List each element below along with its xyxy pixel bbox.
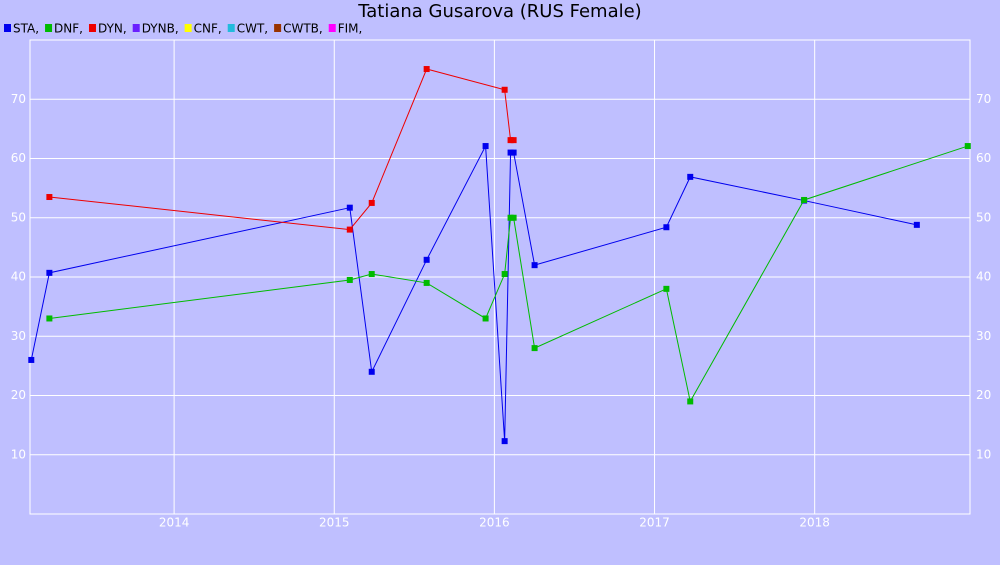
point <box>423 256 430 263</box>
legend-swatch <box>328 24 336 32</box>
point <box>28 356 35 363</box>
point <box>482 143 489 150</box>
point <box>501 271 508 278</box>
y2-tick-label: 10 <box>976 447 991 461</box>
point <box>507 214 514 221</box>
point <box>423 66 430 73</box>
point <box>507 137 514 144</box>
legend-swatch <box>184 24 192 32</box>
y-tick-label: 60 <box>11 151 26 165</box>
point <box>531 262 538 269</box>
legend-swatch <box>132 24 140 32</box>
legend-label: FIM, <box>338 22 363 36</box>
legend-label: DYNB, <box>142 22 179 36</box>
y-tick-label: 30 <box>11 329 26 343</box>
point <box>531 345 538 352</box>
y2-tick-label: 50 <box>976 210 991 224</box>
y2-tick-label: 30 <box>976 329 991 343</box>
point <box>964 143 971 150</box>
legend-swatch <box>227 24 235 32</box>
point <box>687 173 694 180</box>
point <box>368 368 375 375</box>
x-tick-label: 2018 <box>799 516 830 530</box>
point <box>663 224 670 231</box>
point <box>346 204 353 211</box>
y2-tick-label: 60 <box>976 151 991 165</box>
point <box>46 315 53 322</box>
point <box>687 398 694 405</box>
y-tick-label: 20 <box>11 388 26 402</box>
x-tick-label: 2014 <box>159 516 190 530</box>
legend-label: DNF, <box>54 22 83 36</box>
legend-label: DYN, <box>98 22 127 36</box>
point <box>501 86 508 93</box>
point <box>801 196 808 203</box>
y-tick-label: 10 <box>11 447 26 461</box>
point <box>510 214 517 221</box>
x-tick-label: 2015 <box>319 516 350 530</box>
y-tick-label: 50 <box>11 210 26 224</box>
y2-tick-label: 20 <box>976 388 991 402</box>
point <box>510 137 517 144</box>
legend-swatch <box>4 24 11 32</box>
x-tick-label: 2017 <box>639 516 670 530</box>
y2-tick-label: 70 <box>976 92 991 106</box>
point <box>663 285 670 292</box>
y-tick-label: 70 <box>11 92 26 106</box>
point <box>46 269 53 276</box>
point <box>368 271 375 278</box>
x-tick-label: 2016 <box>479 516 510 530</box>
point <box>501 438 508 445</box>
point <box>46 194 53 201</box>
point <box>510 149 517 156</box>
point <box>482 315 489 322</box>
legend-label: CWTB, <box>283 22 323 36</box>
legend-swatch <box>88 24 96 32</box>
y2-tick-label: 40 <box>976 270 991 284</box>
series-line <box>30 144 917 442</box>
legend-label: CWT, <box>237 22 268 36</box>
point <box>507 149 514 156</box>
point <box>346 226 353 233</box>
point <box>368 199 375 206</box>
legend-swatch <box>274 24 282 32</box>
legend-label: CNF, <box>194 22 222 36</box>
legend-label: STA, <box>13 22 39 36</box>
y-tick-label: 40 <box>11 270 26 284</box>
legend-swatch <box>45 24 53 32</box>
point <box>423 279 430 286</box>
point <box>913 221 920 228</box>
chart-title: Tatiana Gusarova (RUS Female) <box>357 1 641 22</box>
point <box>346 276 353 283</box>
